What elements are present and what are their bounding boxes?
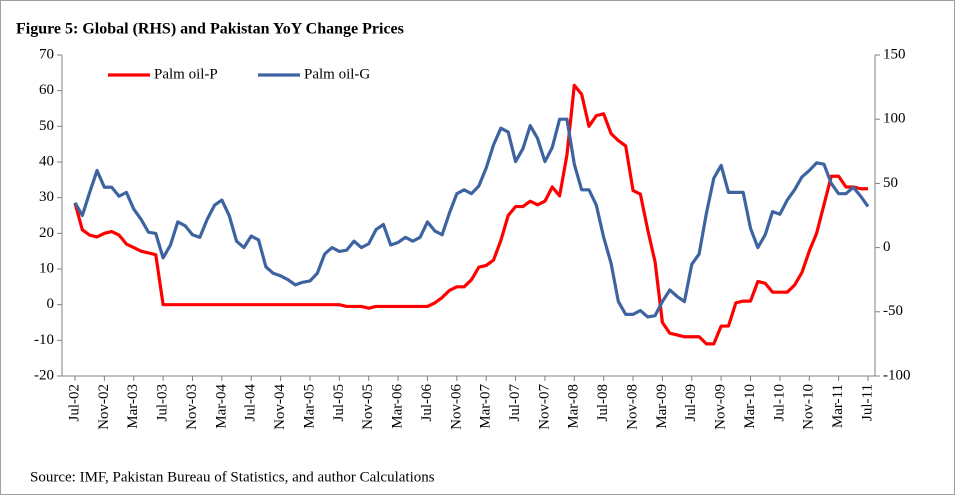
x-tick-label: Nov-08 — [624, 384, 640, 430]
y2-tick-label: 100 — [883, 111, 906, 127]
x-tick-label: Mar-06 — [390, 384, 406, 429]
y2-tick-label: 150 — [883, 46, 906, 62]
x-tick-label: Jul-02 — [66, 384, 82, 422]
y-tick-label: 60 — [39, 82, 54, 98]
x-tick-label: Mar-05 — [301, 384, 317, 429]
x-tick-label: Jul-06 — [419, 384, 435, 422]
y-tick-label: -10 — [34, 332, 54, 348]
x-tick-label: Mar-08 — [566, 384, 582, 429]
x-tick-label: Nov-03 — [184, 384, 200, 430]
x-tick-label: Nov-09 — [713, 384, 729, 430]
y-tick-label: 10 — [39, 260, 54, 276]
x-tick-label: Jul-09 — [683, 384, 699, 422]
series-line — [73, 83, 868, 346]
y-tick-label: 0 — [47, 296, 55, 312]
x-tick-label: Nov-04 — [272, 384, 288, 430]
y2-tick-label: -50 — [883, 303, 903, 319]
x-tick-label: Jul-03 — [155, 384, 171, 422]
x-tick-label: Jul-07 — [507, 384, 523, 422]
x-tick-label: Jul-05 — [331, 384, 347, 422]
y-tick-label: 20 — [39, 225, 54, 241]
series-line — [73, 117, 870, 319]
x-tick-label: Mar-09 — [654, 384, 670, 429]
y2-tick-label: -100 — [883, 367, 911, 383]
y-tick-label: -20 — [34, 367, 54, 383]
x-tick-label: Mar-04 — [213, 384, 229, 429]
y-tick-label: 50 — [39, 118, 54, 134]
chart-title: Figure 5: Global (RHS) and Pakistan YoY … — [16, 21, 404, 38]
x-tick-label: Mar-10 — [742, 384, 758, 429]
legend-label: Palm oil-P — [154, 66, 218, 82]
x-tick-label: Mar-03 — [125, 384, 141, 429]
y-tick-label: 30 — [39, 189, 54, 205]
x-tick-label: Jul-11 — [859, 384, 875, 421]
y2-tick-label: 0 — [883, 239, 891, 255]
y-tick-label: 70 — [39, 46, 54, 62]
x-tick-label: Jul-08 — [595, 384, 611, 422]
x-tick-label: Mar-07 — [478, 384, 494, 429]
legend-label: Palm oil-G — [304, 66, 370, 82]
y2-tick-label: 50 — [883, 175, 898, 191]
source-note: Source: IMF, Pakistan Bureau of Statisti… — [30, 469, 435, 485]
x-tick-label: Jul-10 — [771, 384, 787, 422]
x-tick-label: Jul-04 — [243, 384, 259, 422]
x-tick-label: Nov-05 — [360, 384, 376, 430]
y-tick-label: 40 — [39, 153, 54, 169]
x-tick-label: Nov-10 — [801, 384, 817, 430]
x-tick-label: Nov-07 — [536, 384, 552, 430]
x-tick-label: Mar-11 — [830, 384, 846, 428]
x-tick-label: Nov-06 — [448, 384, 464, 430]
x-tick-label: Nov-02 — [96, 384, 112, 430]
